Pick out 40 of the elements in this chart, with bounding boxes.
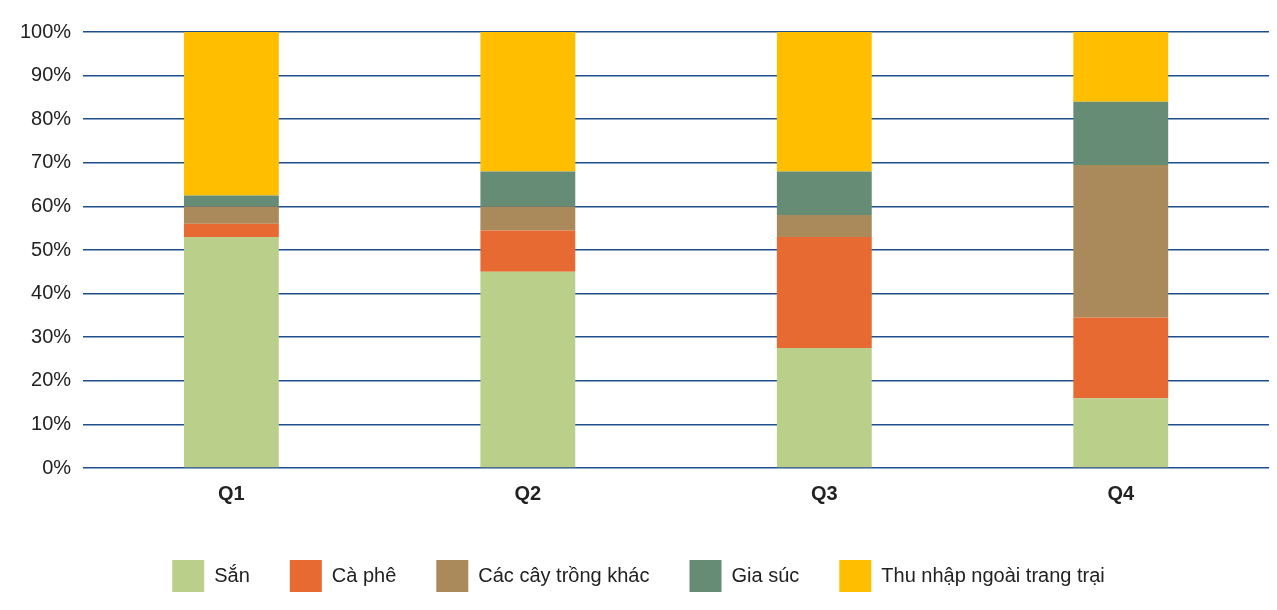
x-tick-label: Q1 — [218, 481, 245, 504]
bar — [480, 206, 576, 231]
y-tick-label: 0% — [42, 455, 72, 478]
bar — [480, 271, 576, 468]
y-tick-label: 30% — [31, 324, 72, 347]
bar — [183, 32, 279, 196]
bar — [183, 236, 279, 468]
x-tick-label: Q4 — [1107, 481, 1135, 504]
legend-label: Gia súc — [731, 563, 800, 586]
y-tick-label: 10% — [31, 411, 72, 434]
bar — [1073, 32, 1169, 102]
bar — [776, 215, 872, 237]
y-tick-label: 60% — [31, 193, 72, 216]
legend-label: Cà phê — [331, 563, 397, 586]
x-tick-label: Q3 — [810, 481, 838, 504]
y-tick-label: 40% — [31, 281, 72, 304]
y-tick-label: 70% — [31, 150, 72, 173]
bar — [480, 230, 576, 272]
y-tick-label: 50% — [31, 237, 72, 260]
bar — [480, 32, 576, 172]
bar — [776, 171, 872, 216]
bar — [1073, 101, 1169, 165]
y-tick-label: 20% — [31, 368, 72, 391]
bar — [776, 32, 872, 172]
legend-label: Thu nhập ngoài trang trại — [881, 563, 1105, 586]
bar — [1073, 398, 1169, 468]
bar — [1073, 317, 1169, 399]
y-tick-label: 80% — [31, 106, 72, 129]
bar — [183, 206, 279, 224]
bar — [1073, 164, 1169, 318]
bar — [776, 348, 872, 468]
legend-label: Các cây trồng khác — [478, 563, 650, 586]
x-tick-label: Q2 — [514, 481, 542, 504]
bar — [480, 171, 576, 207]
y-tick-label: 100% — [20, 19, 72, 42]
bar — [183, 195, 279, 207]
legend-label: Sắn — [214, 563, 250, 586]
bar — [183, 223, 279, 237]
y-tick-label: 90% — [31, 63, 72, 86]
bar — [776, 236, 872, 349]
